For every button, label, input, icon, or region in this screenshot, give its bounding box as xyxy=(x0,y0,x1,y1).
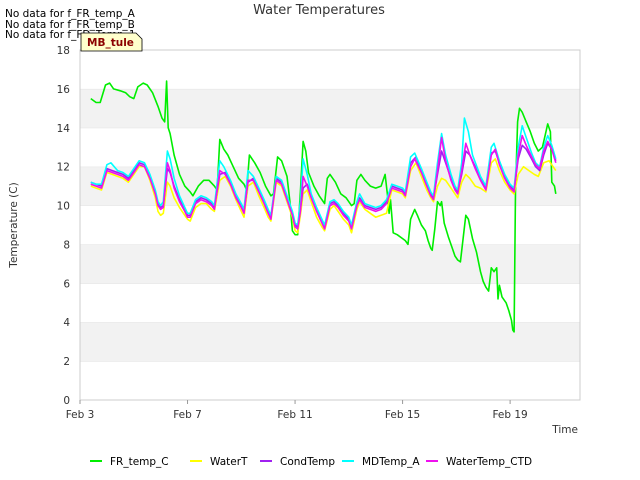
x-axis: Feb 3 Feb 7 Feb 11 Feb 15 Feb 19 xyxy=(66,400,528,421)
y-tick-label: 12 xyxy=(57,162,70,174)
grid-band xyxy=(80,127,580,167)
no-data-message: No data for f_FR_temp_B xyxy=(5,19,135,31)
y-tick-label: 8 xyxy=(63,239,70,251)
legend-label: FR_temp_C xyxy=(110,456,169,468)
x-tick-label: Feb 15 xyxy=(385,409,420,421)
y-axis-title: Temperature (C) xyxy=(8,182,20,268)
x-tick-label: Feb 3 xyxy=(66,409,95,421)
y-tick-label: 16 xyxy=(57,84,71,96)
grid-band xyxy=(80,50,580,89)
y-tick-label: 0 xyxy=(63,395,70,407)
x-tick-label: Feb 11 xyxy=(277,409,312,421)
grid-band xyxy=(80,244,580,284)
y-tick-label: 4 xyxy=(63,317,70,329)
y-tick-label: 10 xyxy=(57,201,70,213)
badge-box xyxy=(80,32,143,52)
no-data-message: No data for f_FR_temp_A xyxy=(5,8,135,20)
y-tick-label: 2 xyxy=(63,356,70,368)
legend-label: MDTemp_A xyxy=(362,456,420,468)
legend-label: CondTemp xyxy=(280,456,335,468)
y-axis: 0 2 4 6 8 10 12 14 16 18 xyxy=(57,45,71,407)
y-tick-label: 6 xyxy=(63,278,70,290)
series-line-fr-temp-c xyxy=(90,80,557,333)
plot-frame xyxy=(79,49,581,401)
y-tick-label: 18 xyxy=(57,45,70,57)
x-axis-title: Time xyxy=(551,424,578,436)
series-line-watert xyxy=(90,158,557,234)
grid-band xyxy=(80,361,580,400)
site-badge: MB_tule xyxy=(80,32,143,52)
badge-label: MB_tule xyxy=(87,37,134,49)
chart-title: Water Temperatures xyxy=(253,3,385,18)
grid-band xyxy=(80,283,580,323)
x-tick-label: Feb 19 xyxy=(492,409,527,421)
grid-band xyxy=(80,322,580,362)
grid-band xyxy=(80,88,580,128)
legend-label: WaterT xyxy=(210,456,248,468)
legend-label: WaterTemp_CTD xyxy=(446,456,532,468)
series-line-watertemp-ctd xyxy=(90,134,557,230)
x-tick-label: Feb 7 xyxy=(173,409,202,421)
grid-bands xyxy=(80,49,580,400)
series-lines xyxy=(90,80,557,333)
legend: FR_temp_C WaterT CondTemp MDTemp_A WaterTemp… xyxy=(90,456,532,468)
y-tick-label: 14 xyxy=(57,123,71,135)
series-line-mdtemp-a xyxy=(90,117,557,226)
